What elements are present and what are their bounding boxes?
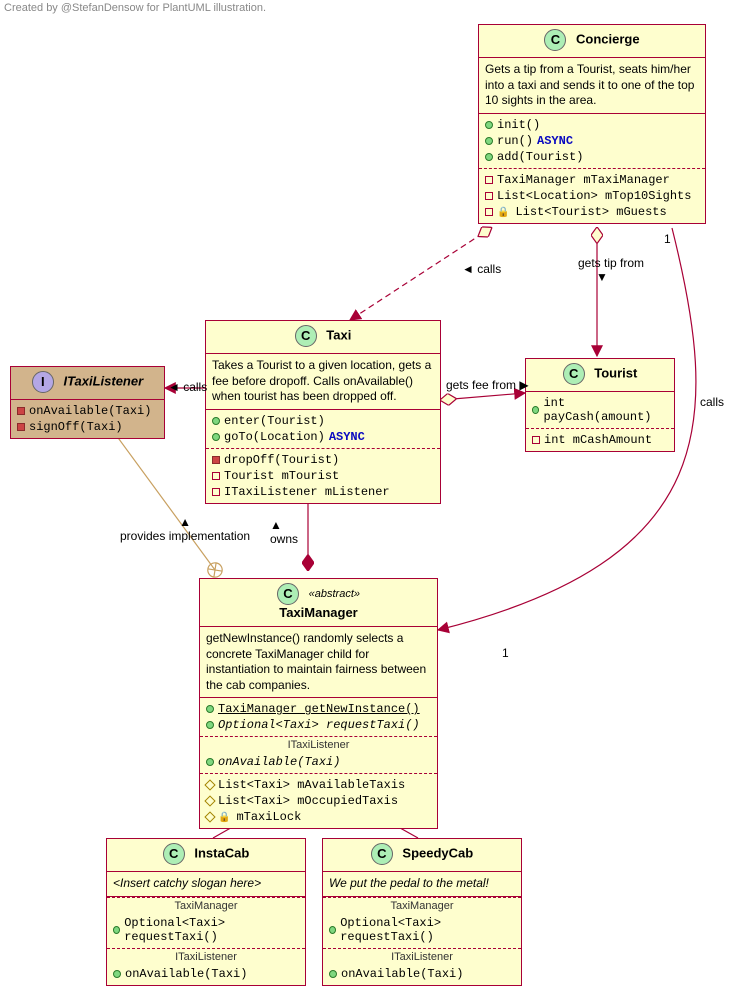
taximanager-stereo: «abstract» [309,588,360,600]
tourist-name: Tourist [594,365,637,380]
taxi-title: C Taxi [206,321,440,354]
taxi-p2: Tourist mTourist [212,468,434,484]
taximanager-m3: onAvailable(Taxi) [206,754,431,770]
instacab-title: C InstaCab [107,839,305,872]
taximanager-m2: Optional<Taxi> requestTaxi() [206,717,431,733]
taximanager-m1: TaxiManager getNewInstance() [206,701,431,717]
label-one-1: 1 [664,232,671,246]
itaxi-m2: signOff(Taxi) [17,419,158,435]
concierge-f3: List<Tourist> mGuests [485,204,699,220]
speedycab-desc: We put the pedal to the metal! [323,872,521,897]
label-provides: ▲provides implementation [120,515,250,544]
class-instacab: C InstaCab <Insert catchy slogan here> T… [106,838,306,986]
instacab-m2: onAvailable(Taxi) [113,966,299,982]
class-speedycab: C SpeedyCab We put the pedal to the meta… [322,838,522,986]
itaxi-title: I ITaxiListener [11,367,164,400]
taxi-p3: ITaxiListener mListener [212,484,434,500]
class-icon: C [295,325,317,347]
taximanager-f2: List<Taxi> mOccupiedTaxis [206,793,431,809]
concierge-f2: List<Location> mTop10Sights [485,188,699,204]
class-icon: C [371,843,393,865]
label-owns: ▲owns [270,518,298,547]
class-tourist: C Tourist int payCash(amount) int mCashA… [525,358,675,452]
concierge-f1: TaxiManager mTaxiManager [485,172,699,188]
speedycab-sep1: TaxiManager [323,897,521,912]
concierge-name: Concierge [576,31,640,46]
taxi-p1: dropOff(Tourist) [212,452,434,468]
class-taxi: C Taxi Takes a Tourist to a given locati… [205,320,441,504]
instacab-sep1: TaxiManager [107,897,305,912]
label-calls-taxi-listener: ◄ calls [168,380,207,394]
class-concierge: C Concierge Gets a tip from a Tourist, s… [478,24,706,224]
taximanager-title: C «abstract» TaxiManager [200,579,437,627]
label-calls-concierge-taxi: ◄ calls [462,262,501,276]
taxi-desc: Takes a Tourist to a given location, get… [206,354,440,410]
concierge-title: C Concierge [479,25,705,58]
instacab-m1: Optional<Taxi> requestTaxi() [113,915,299,945]
itaxi-m1: onAvailable(Taxi) [17,403,158,419]
label-one-2: 1 [502,646,509,660]
instacab-desc: <Insert catchy slogan here> [107,872,305,897]
taxi-m1: enter(Tourist) [212,413,434,429]
class-icon: C [163,843,185,865]
interface-icon: I [32,371,54,393]
concierge-m2: run() ASYNC [485,133,699,149]
class-taximanager: C «abstract» TaxiManager getNewInstance(… [199,578,438,829]
taximanager-desc: getNewInstance() randomly selects a conc… [200,627,437,698]
tourist-m1: int payCash(amount) [532,395,668,425]
taximanager-f1: List<Taxi> mAvailableTaxis [206,777,431,793]
concierge-m1: init() [485,117,699,133]
tourist-title: C Tourist [526,359,674,392]
interface-itaxilistener: I ITaxiListener onAvailable(Taxi) signOf… [10,366,165,439]
concierge-m3: add(Tourist) [485,149,699,165]
concierge-desc: Gets a tip from a Tourist, seats him/her… [479,58,705,114]
taximanager-sep1: ITaxiListener [200,736,437,751]
label-getsfee: gets fee from ▶ [446,378,529,392]
tourist-f1: int mCashAmount [532,432,668,448]
taxi-m2: goTo(Location) ASYNC [212,429,434,445]
class-icon: C [563,363,585,385]
instacab-sep2: ITaxiListener [107,948,305,963]
speedycab-sep2: ITaxiListener [323,948,521,963]
class-icon: C [277,583,299,605]
label-getstip: gets tip from▼ [578,256,644,285]
speedycab-title: C SpeedyCab [323,839,521,872]
label-calls-concierge-taximgr: calls [700,395,724,409]
speedycab-name: SpeedyCab [402,845,473,860]
speedycab-m1: Optional<Taxi> requestTaxi() [329,915,515,945]
itaxi-name: ITaxiListener [63,373,143,388]
taximanager-name: TaxiManager [279,605,358,620]
instacab-name: InstaCab [194,845,249,860]
taximanager-f3: mTaxiLock [206,809,431,825]
taxi-name: Taxi [326,327,351,342]
speedycab-m2: onAvailable(Taxi) [329,966,515,982]
class-icon: C [544,29,566,51]
